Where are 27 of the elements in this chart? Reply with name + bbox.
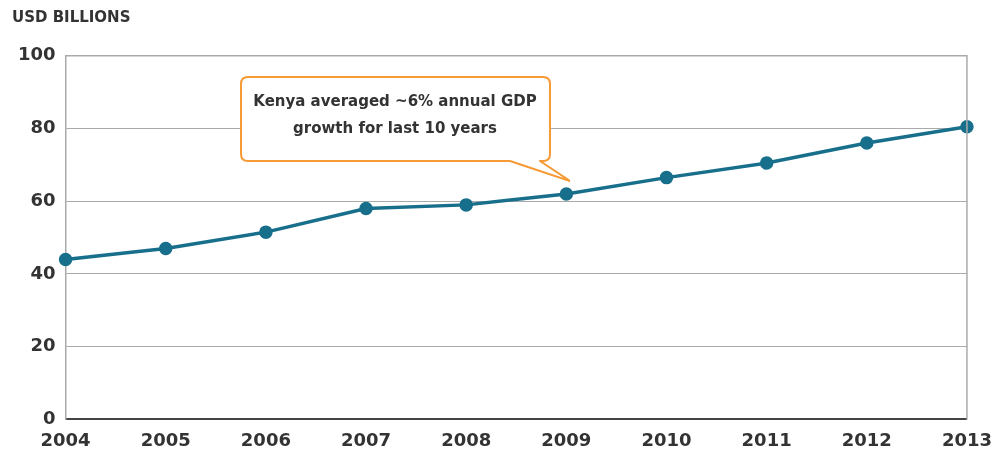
y-tick-label: 80 bbox=[30, 116, 56, 138]
x-tick-label: 2008 bbox=[441, 428, 492, 450]
x-tick-label: 2013 bbox=[941, 428, 993, 450]
point bbox=[759, 156, 774, 170]
point bbox=[860, 136, 874, 150]
annotation: Kenya averaged ~6% annual GDP growth for last 10 years bbox=[252, 91, 538, 139]
point bbox=[58, 252, 73, 267]
y-tick-label: 20 bbox=[30, 334, 56, 356]
x-tick-label: 2006 bbox=[240, 428, 291, 450]
point bbox=[459, 198, 473, 212]
x-tick-label: 2009 bbox=[541, 428, 592, 450]
point bbox=[158, 241, 173, 256]
y-tick-label: 60 bbox=[30, 188, 56, 210]
y-tick-label: 0 bbox=[43, 407, 56, 429]
y-axis-title: USD BILLIONS bbox=[12, 8, 131, 26]
y-tick-label: 40 bbox=[30, 261, 56, 283]
x-tick-label: 2012 bbox=[841, 428, 892, 450]
y-tick-label: 100 bbox=[18, 43, 56, 65]
x-tick-label: 2005 bbox=[140, 428, 191, 450]
point bbox=[359, 201, 373, 216]
point bbox=[659, 170, 674, 185]
point bbox=[259, 225, 273, 239]
x-tick-label: 2011 bbox=[741, 428, 792, 450]
x-tick-label: 2007 bbox=[340, 428, 392, 450]
x-tick-label: 2010 bbox=[641, 428, 692, 450]
point bbox=[559, 187, 574, 201]
x-tick-label: 2004 bbox=[40, 428, 91, 450]
